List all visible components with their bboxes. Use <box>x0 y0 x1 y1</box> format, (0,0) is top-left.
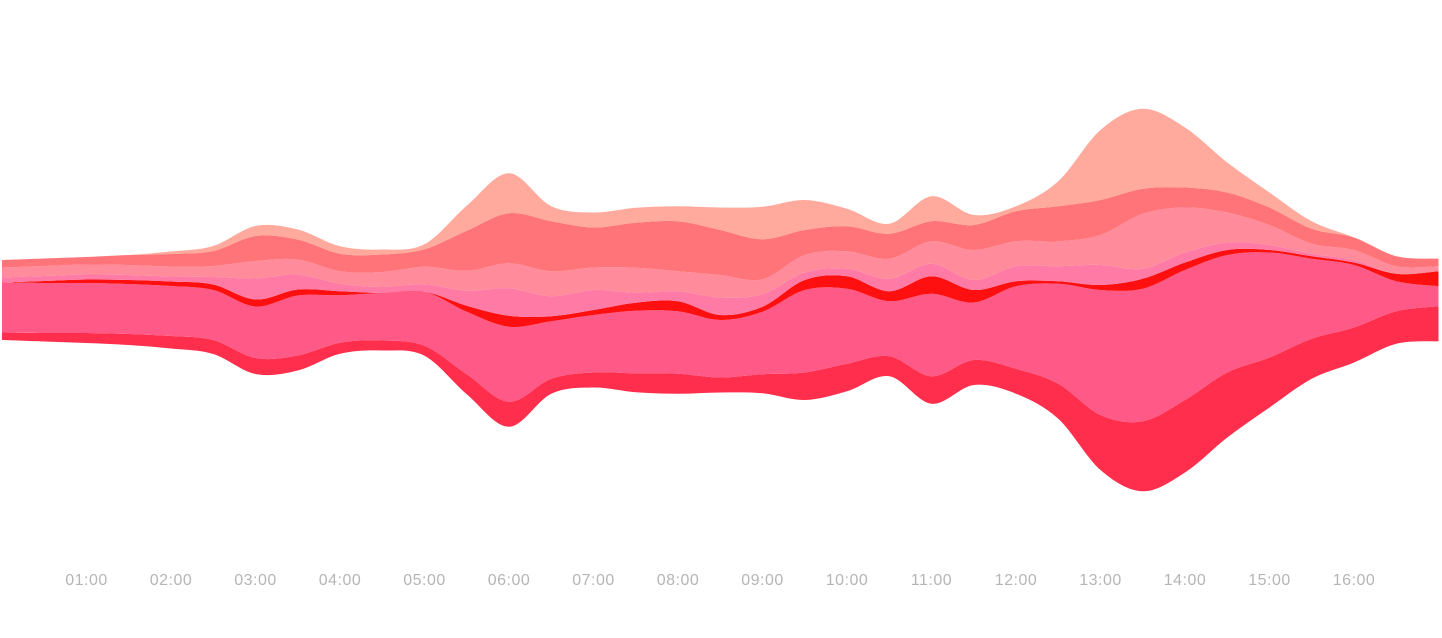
stream-layer-7 <box>2 108 1439 260</box>
x-tick-label: 03:00 <box>234 572 277 589</box>
x-tick-label: 02:00 <box>150 572 193 589</box>
x-tick-label: 06:00 <box>488 572 531 589</box>
x-tick-label: 05:00 <box>403 572 446 589</box>
stream-layer-2 <box>2 252 1439 423</box>
x-tick-label: 16:00 <box>1333 572 1376 589</box>
x-tick-label: 14:00 <box>1164 572 1207 589</box>
x-tick-label: 09:00 <box>741 572 784 589</box>
stream-layers <box>2 108 1439 492</box>
stream-layer-4 <box>2 242 1439 318</box>
x-tick-label: 13:00 <box>1079 572 1122 589</box>
x-tick-label: 11:00 <box>911 572 952 589</box>
x-tick-label: 01:00 <box>65 572 108 589</box>
x-tick-label: 04:00 <box>319 572 362 589</box>
x-tick-label: 10:00 <box>826 572 869 589</box>
stream-layer-6 <box>2 187 1439 281</box>
x-tick-label: 12:00 <box>995 572 1038 589</box>
stream-layer-5 <box>2 207 1439 298</box>
x-axis: 01:00 02:00 03:00 04:00 05:00 06:00 07:00 08:00… <box>65 572 1375 589</box>
x-tick-label: 08:00 <box>657 572 700 589</box>
x-tick-label: 07:00 <box>572 572 615 589</box>
x-tick-label: 15:00 <box>1248 572 1291 589</box>
